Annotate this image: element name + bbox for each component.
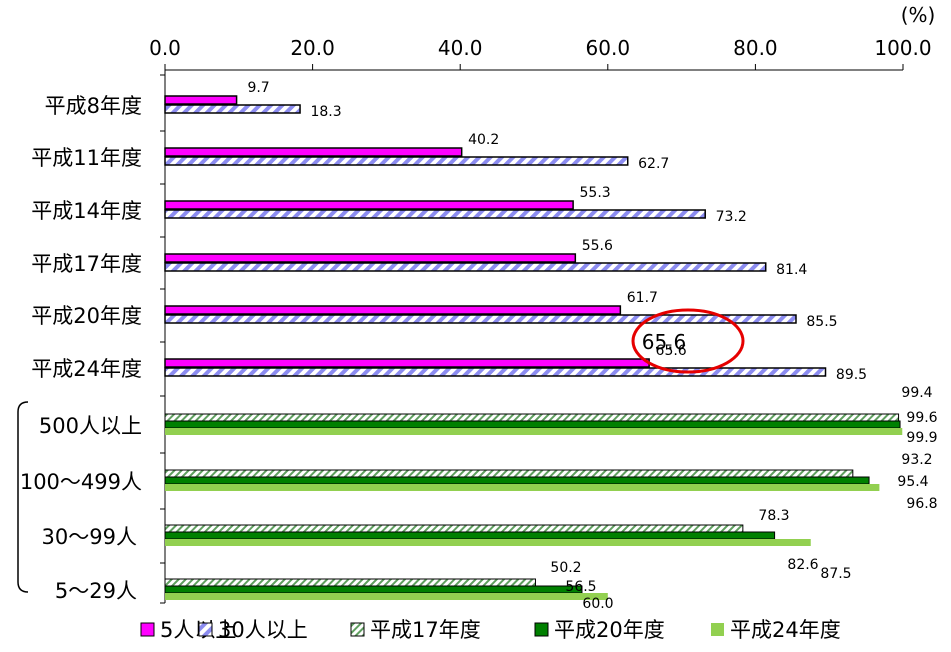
bar-thirty-plus (164, 314, 797, 324)
bar-h20 (164, 585, 583, 594)
axis-unit-label: (%) (901, 3, 936, 27)
x-tick-label: 60.0 (586, 36, 631, 60)
bar-h20 (164, 531, 776, 540)
bar-h24 (165, 428, 903, 435)
data-label: 78.3 (758, 508, 789, 524)
data-label: 95.4 (897, 474, 928, 490)
legend-label: 30人以上 (218, 618, 308, 642)
x-tick-label: 100.0 (874, 36, 931, 60)
data-label: 60.0 (582, 596, 613, 612)
bar-h20 (164, 476, 870, 485)
category-label: 平成8年度 (45, 94, 142, 118)
category-label: 平成20年度 (31, 304, 142, 328)
legend-swatch (711, 623, 724, 636)
category-label: 平成14年度 (31, 199, 142, 223)
bar-thirty-plus (164, 367, 827, 377)
bar-five-plus (164, 358, 650, 368)
bar-h20 (164, 420, 901, 429)
data-label: 89.5 (836, 367, 867, 383)
bar-thirty-plus (164, 262, 767, 272)
highlight-value: 65.6 (642, 330, 687, 354)
data-label: 62.7 (638, 156, 669, 172)
x-tick-label: 20.0 (290, 36, 335, 60)
x-tick-label: 40.0 (438, 36, 483, 60)
category-label: 100〜499人 (20, 470, 142, 494)
data-label: 61.7 (627, 290, 658, 306)
bar-h24 (165, 484, 880, 491)
bar-thirty-plus (164, 156, 629, 166)
data-label: 40.2 (468, 132, 499, 148)
legend-swatch (350, 622, 365, 637)
data-label: 50.2 (550, 560, 581, 576)
data-label: 82.6 (787, 557, 818, 573)
data-label: 81.4 (776, 262, 807, 278)
bar-five-plus (164, 305, 622, 315)
bar-thirty-plus (164, 104, 301, 114)
category-label: 平成24年度 (31, 357, 142, 381)
bar-h24 (165, 539, 811, 546)
highlight-circle (631, 308, 745, 374)
data-label: 96.8 (906, 496, 937, 512)
legend-label: 5人以上 (160, 618, 236, 642)
bar-h17 (164, 578, 536, 587)
bar-h17 (164, 524, 744, 533)
data-label: 18.3 (310, 104, 341, 120)
category-label: 平成17年度 (31, 252, 142, 276)
data-label: 87.5 (820, 566, 851, 582)
data-label: 73.2 (716, 209, 747, 225)
bar-h17 (164, 469, 854, 478)
bar-five-plus (164, 147, 463, 157)
bar-thirty-plus (164, 209, 706, 219)
data-label: 56.5 (565, 579, 596, 595)
bar-five-plus (164, 253, 577, 263)
data-label: 9.7 (247, 80, 269, 96)
category-label: 500人以上 (39, 414, 142, 438)
data-label: 99.9 (906, 430, 937, 446)
bar-h17 (164, 413, 900, 422)
data-label: 55.3 (580, 185, 611, 201)
x-tick-label: 0.0 (149, 36, 181, 60)
legend-label: 平成20年度 (554, 618, 665, 642)
bar-five-plus (164, 95, 238, 105)
bar-five-plus (164, 200, 574, 210)
x-tick-label: 80.0 (733, 36, 778, 60)
bar-h24 (165, 593, 608, 600)
legend-label: 平成17年度 (370, 618, 481, 642)
data-label: 93.2 (901, 452, 932, 468)
legend-swatch (140, 622, 155, 637)
legend-swatch (534, 622, 549, 637)
category-label: 平成11年度 (31, 146, 142, 170)
data-label: 65.6 (656, 343, 687, 359)
legend-label: 平成24年度 (730, 618, 841, 642)
data-label: 55.6 (582, 238, 613, 254)
data-label: 99.6 (906, 410, 937, 426)
category-label: 30〜99人 (42, 525, 137, 549)
category-label: 5〜29人 (55, 579, 137, 603)
data-label: 85.5 (806, 314, 837, 330)
data-label: 99.4 (901, 385, 932, 401)
size-group-bracket (17, 401, 29, 593)
legend-swatch (198, 622, 213, 637)
